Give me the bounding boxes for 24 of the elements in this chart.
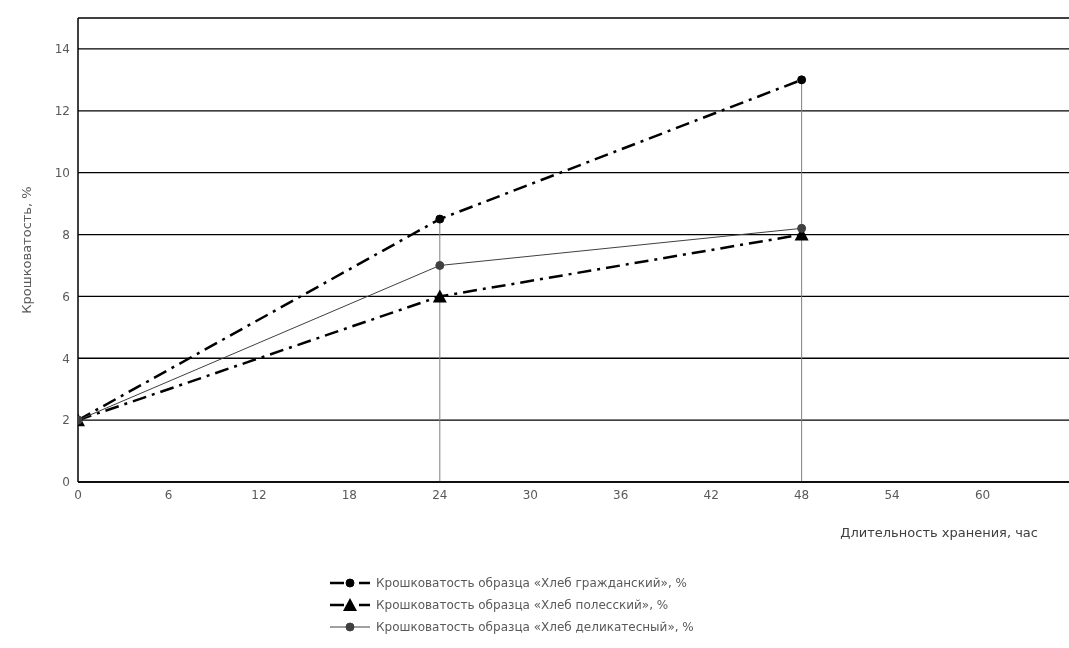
x-tick-label: 18 bbox=[341, 487, 357, 502]
y-tick-label: 8 bbox=[62, 227, 70, 242]
x-tick-label: 54 bbox=[884, 487, 900, 502]
x-tick-label: 24 bbox=[432, 487, 448, 502]
y-tick-label: 0 bbox=[62, 475, 70, 490]
x-tick-label: 60 bbox=[974, 487, 991, 502]
legend-label: Крошковатость образца «Хлеб деликатесный», % bbox=[376, 620, 694, 634]
x-tick-label: 0 bbox=[74, 487, 82, 502]
y-tick-label: 6 bbox=[62, 289, 70, 304]
legend-label: Крошковатость образца «Хлеб полесский», % bbox=[376, 598, 669, 612]
x-tick-label: 36 bbox=[613, 487, 629, 502]
x-axis-title: Длительность хранения, час bbox=[840, 525, 1038, 540]
x-tick-label: 30 bbox=[522, 487, 538, 502]
y-tick-label: 2 bbox=[62, 413, 70, 428]
x-tick-label: 42 bbox=[703, 487, 719, 502]
y-axis-title: Крошковатость, % bbox=[18, 186, 34, 314]
y-tick-label: 10 bbox=[54, 165, 70, 180]
legend-label: Крошковатость образца «Хлеб гражданский», % bbox=[376, 576, 687, 590]
x-tick-label: 6 bbox=[164, 487, 173, 502]
y-tick-label: 12 bbox=[54, 104, 70, 119]
x-tick-label: 12 bbox=[251, 487, 267, 502]
y-tick-label: 4 bbox=[62, 351, 70, 366]
y-tick-label: 14 bbox=[54, 42, 70, 57]
x-tick-label: 48 bbox=[794, 487, 810, 502]
